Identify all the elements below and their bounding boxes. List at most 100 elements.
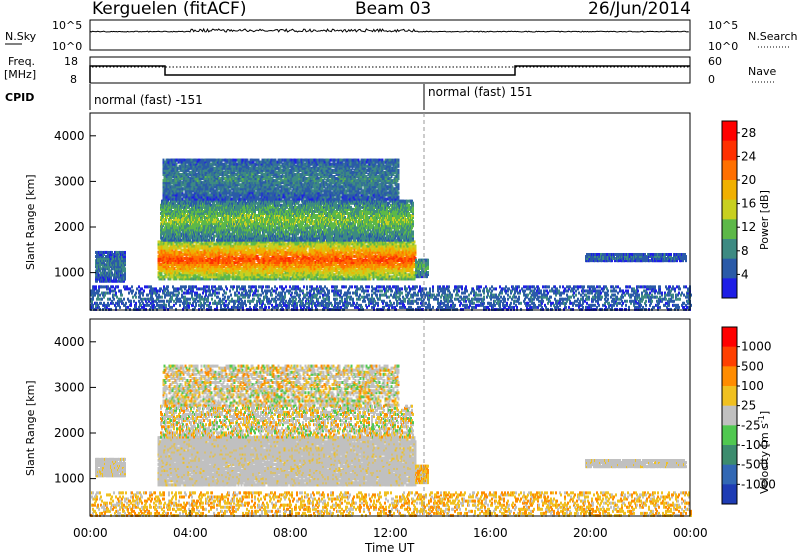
power-echo-cell — [264, 256, 267, 260]
power-echo-cell — [209, 267, 212, 271]
power-echo-cell — [199, 254, 202, 258]
power-echo-cell — [96, 267, 98, 271]
power-echo-cell — [235, 275, 238, 279]
power-echo-cell — [220, 271, 223, 275]
power-echo-cell — [183, 244, 186, 248]
power-echo-cell — [102, 265, 104, 269]
power-echo-cell — [124, 259, 126, 263]
power-echo-cell — [194, 263, 197, 267]
power-echo-cell — [219, 275, 222, 279]
power-echo-cell — [95, 255, 97, 259]
power-echo-cell — [222, 246, 225, 250]
power-echo-cell — [124, 273, 126, 277]
power-echo-cell — [180, 250, 183, 254]
power-echo-cell — [276, 240, 279, 244]
power-echo-cell — [175, 248, 178, 252]
power-echo-cell — [221, 248, 224, 252]
nave-tick-top: 60 — [708, 55, 722, 68]
power-echo-cell — [169, 252, 172, 256]
power-echo-cell — [212, 277, 215, 281]
power-echo-cell — [107, 250, 109, 254]
power-echo-cell — [197, 248, 200, 252]
power-echo-cell — [254, 252, 257, 256]
power-echo-cell — [254, 242, 257, 246]
power-echo-cell — [248, 248, 251, 252]
power-echo-cell — [177, 258, 180, 262]
power-echo-cell — [103, 271, 105, 275]
power-echo-cell — [171, 248, 174, 252]
power-echo-cell — [266, 250, 269, 254]
power-echo-cell — [219, 246, 222, 250]
power-echo-cell — [248, 252, 251, 256]
power-echo-cell — [274, 258, 277, 262]
power-echo-cell — [281, 271, 284, 275]
power-echo-cell — [187, 271, 190, 275]
power-echo-cell — [242, 275, 245, 279]
power-echo-cell — [239, 267, 242, 271]
power-echo-cell — [247, 256, 250, 260]
power-echo-cell — [264, 265, 267, 269]
power-echo-cell — [234, 271, 237, 275]
power-echo-cell — [124, 267, 126, 271]
power-echo-cell — [253, 258, 256, 262]
power-echo-cell — [100, 257, 102, 261]
power-echo-cell — [264, 269, 267, 273]
power-echo-cell — [158, 258, 161, 262]
power-echo-cell — [124, 277, 126, 281]
power-echo-cell — [248, 269, 251, 273]
power-echo-cell — [277, 267, 280, 271]
power-echo-cell — [194, 265, 197, 269]
power-echo-cell — [188, 254, 191, 258]
power-echo-cell — [243, 267, 246, 271]
power-echo-cell — [178, 250, 181, 254]
power-echo-cell — [231, 258, 234, 262]
power-echo-cell — [245, 275, 248, 279]
power-echo-cell — [203, 256, 206, 260]
power-echo-cell — [221, 267, 224, 271]
power-echo-cell — [205, 269, 208, 273]
power-echo-cell — [216, 254, 219, 258]
power-echo-cell — [191, 271, 194, 275]
power-echo-cell — [124, 263, 126, 267]
power-echo-cell — [262, 273, 265, 277]
power-echo-cell — [212, 248, 215, 252]
power-echo-cell — [209, 254, 212, 258]
power-echo-cell — [243, 248, 246, 252]
power-echo-cell — [97, 261, 99, 265]
power-echo-cell — [124, 250, 126, 254]
power-echo-cell — [103, 261, 105, 265]
power-echo-cell — [162, 269, 165, 273]
power-echo-cell — [228, 273, 231, 277]
power-echo-cell — [258, 252, 261, 256]
power-echo-cell — [97, 257, 99, 261]
power-echo-cell — [233, 273, 236, 277]
power-echo-cell — [171, 275, 174, 279]
power-echo-cell — [115, 261, 117, 265]
power-echo-cell — [177, 246, 180, 250]
power-echo-cell — [178, 244, 181, 248]
power-echo-cell — [203, 240, 206, 244]
power-echo-cell — [164, 244, 167, 248]
power-echo-cell — [183, 260, 186, 264]
power-echo-cell — [184, 263, 187, 267]
power-echo-cell — [161, 252, 164, 256]
power-echo-cell — [165, 275, 168, 279]
power-echo-cell — [236, 258, 239, 262]
power-echo-cell — [233, 265, 236, 269]
power-echo-cell — [209, 256, 212, 260]
power-echo-cell — [210, 263, 213, 267]
power-echo-cell — [265, 254, 268, 258]
power-echo-cell — [189, 271, 192, 275]
power-echo-cell — [223, 250, 226, 254]
power-echo-cell — [185, 248, 188, 252]
power-echo-cell — [185, 254, 188, 258]
power-echo-cell — [109, 279, 111, 283]
power-echo-cell — [266, 273, 269, 277]
power-echo-cell — [99, 261, 101, 265]
power-echo-cell — [164, 273, 167, 277]
power-echo-cell — [179, 254, 182, 258]
power-echo-cell — [312, 248, 315, 252]
power-echo-cell — [95, 277, 97, 281]
power-echo-cell — [181, 248, 184, 252]
power-echo-cell — [242, 246, 245, 250]
